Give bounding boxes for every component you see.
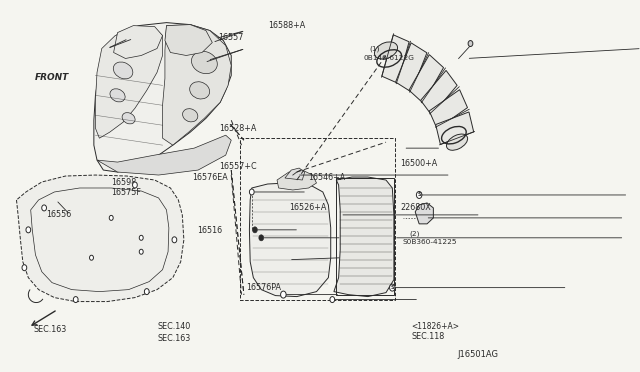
Text: 16588+A: 16588+A <box>269 22 306 31</box>
Text: SEC.118: SEC.118 <box>411 331 444 341</box>
Text: 16557: 16557 <box>218 33 243 42</box>
Circle shape <box>253 227 257 233</box>
Circle shape <box>280 291 286 298</box>
Ellipse shape <box>189 82 210 99</box>
Circle shape <box>74 296 78 302</box>
Polygon shape <box>382 35 409 83</box>
Polygon shape <box>429 90 467 129</box>
Polygon shape <box>420 70 457 115</box>
Circle shape <box>42 205 47 211</box>
Text: (1): (1) <box>369 46 380 52</box>
Text: S: S <box>390 285 394 290</box>
Circle shape <box>132 182 138 188</box>
Text: 0B146-6122G: 0B146-6122G <box>364 55 414 61</box>
Ellipse shape <box>122 113 135 124</box>
Text: <11826+A>: <11826+A> <box>411 322 459 331</box>
Ellipse shape <box>182 109 198 122</box>
Text: 22680X: 22680X <box>400 203 431 212</box>
Text: 16500+A: 16500+A <box>400 158 437 167</box>
Circle shape <box>330 296 335 302</box>
Text: 16556: 16556 <box>46 211 72 219</box>
Polygon shape <box>436 112 474 144</box>
Polygon shape <box>97 135 231 175</box>
Text: J16501AG: J16501AG <box>457 350 498 359</box>
Polygon shape <box>94 23 231 172</box>
Ellipse shape <box>110 89 125 102</box>
Text: FRONT: FRONT <box>35 73 69 82</box>
Ellipse shape <box>374 42 397 59</box>
Polygon shape <box>285 168 305 180</box>
Text: SEC.140: SEC.140 <box>157 321 191 331</box>
Polygon shape <box>165 25 212 55</box>
Circle shape <box>22 265 27 271</box>
Ellipse shape <box>447 134 468 150</box>
Text: 16598: 16598 <box>111 178 136 187</box>
Circle shape <box>250 189 254 195</box>
Text: S0B360-41225: S0B360-41225 <box>403 239 457 245</box>
Circle shape <box>109 215 113 220</box>
Circle shape <box>417 192 422 198</box>
Text: SEC.163: SEC.163 <box>33 325 67 334</box>
Polygon shape <box>396 43 427 92</box>
Text: 16575F: 16575F <box>111 188 141 197</box>
Text: 16516: 16516 <box>196 226 222 235</box>
Polygon shape <box>95 29 163 138</box>
Circle shape <box>259 235 264 241</box>
Polygon shape <box>113 26 163 58</box>
Circle shape <box>90 255 93 260</box>
Ellipse shape <box>191 51 218 74</box>
Text: 16528+A: 16528+A <box>219 124 257 133</box>
Text: (2): (2) <box>409 230 419 237</box>
Text: 16557+C: 16557+C <box>219 162 257 171</box>
Text: 16546+A: 16546+A <box>308 173 345 182</box>
Polygon shape <box>415 203 433 224</box>
Circle shape <box>140 249 143 254</box>
Circle shape <box>26 227 31 233</box>
Circle shape <box>468 41 473 46</box>
Text: 16526+A: 16526+A <box>289 203 326 212</box>
Circle shape <box>145 289 149 295</box>
Circle shape <box>390 284 395 291</box>
Ellipse shape <box>113 62 133 79</box>
Polygon shape <box>17 175 184 302</box>
Polygon shape <box>334 177 394 296</box>
Polygon shape <box>409 55 444 103</box>
Polygon shape <box>163 25 231 145</box>
Text: S: S <box>417 192 421 198</box>
Polygon shape <box>250 183 331 296</box>
Circle shape <box>140 235 143 240</box>
Polygon shape <box>277 170 317 190</box>
Text: 16576PA: 16576PA <box>246 283 281 292</box>
Circle shape <box>172 237 177 243</box>
Text: SEC.163: SEC.163 <box>157 334 191 343</box>
Text: 16576EA: 16576EA <box>192 173 227 182</box>
